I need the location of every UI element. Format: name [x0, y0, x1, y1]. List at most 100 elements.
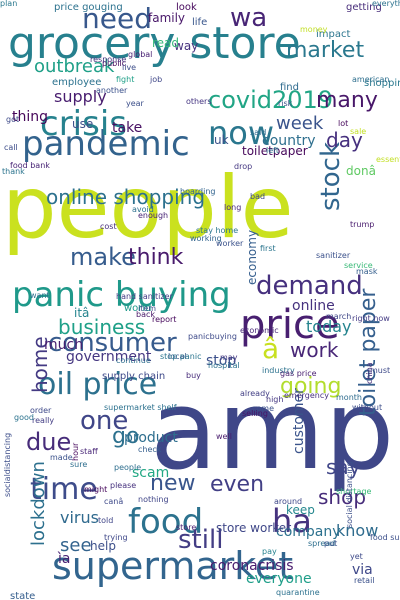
cloud-word: hand sanitizer [116, 292, 173, 301]
cloud-word: risk [278, 99, 293, 108]
cloud-word: look [176, 2, 197, 13]
cloud-word: company [276, 524, 341, 540]
cloud-word: everything [372, 0, 400, 8]
cloud-word: sure [70, 460, 88, 469]
cloud-word: product [124, 430, 178, 446]
cloud-word: economic [240, 326, 279, 335]
cloud-word: around [274, 497, 303, 506]
cloud-word: price gouging [54, 2, 123, 13]
cloud-word: supermarket shelf [104, 403, 177, 412]
cloud-word: oil price [38, 367, 158, 402]
cloud-word: price [240, 302, 340, 348]
cloud-word: enough [138, 211, 169, 220]
cloud-word: stop [206, 353, 237, 369]
cloud-word: country [262, 133, 316, 149]
cloud-word: working [190, 234, 222, 243]
cloud-word: shop [318, 485, 367, 509]
cloud-word: due [26, 428, 72, 456]
cloud-word: already [240, 389, 270, 398]
cloud-word: wa [230, 3, 268, 33]
cloud-word: thing [12, 109, 49, 125]
cloud-word: sale [350, 127, 367, 136]
cloud-word: yet [350, 552, 363, 561]
cloud-word: long [224, 203, 242, 212]
cloud-word: retail [354, 576, 375, 585]
cloud-word: supply [54, 87, 107, 106]
cloud-word: need [82, 2, 152, 35]
cloud-word: even [210, 472, 265, 497]
cloud-word: fight [116, 75, 135, 84]
cloud-word: donâ [346, 164, 376, 178]
cloud-word: grocery store [8, 18, 301, 69]
cloud-word: selling [242, 409, 268, 418]
cloud-word: employee [52, 77, 102, 88]
cloud-word: service [344, 261, 373, 270]
cloud-word: good [14, 413, 34, 422]
cloud-word: everyone [246, 571, 312, 587]
cloud-word: first [260, 244, 276, 253]
cloud-word: outbreak [34, 56, 115, 77]
cloud-word: crisis [40, 104, 127, 144]
cloud-word: sanitizer [316, 251, 351, 260]
cloud-word: avoid [132, 205, 154, 214]
cloud-word: made [50, 453, 73, 462]
cloud-word: trying [104, 533, 128, 542]
cloud-word: demand [256, 271, 363, 301]
cloud-word: amp [150, 366, 395, 494]
cloud-word: think [128, 245, 184, 270]
cloud-word: family [148, 11, 186, 25]
cloud-word: buy [186, 371, 201, 380]
cloud-word: hospital [208, 361, 240, 370]
cloud-word: lot [338, 119, 349, 128]
cloud-word: got [6, 115, 20, 124]
cloud-word: week [276, 113, 324, 134]
cloud-word: store [176, 523, 197, 532]
cloud-word: right now [352, 314, 390, 323]
cloud-word: order [30, 406, 52, 415]
cloud-word: pandemic [22, 124, 190, 164]
cloud-word: may [220, 353, 238, 362]
cloud-word: say [326, 455, 361, 479]
cloud-word: public [102, 59, 127, 68]
cloud-word: market [286, 38, 365, 63]
cloud-word: world [124, 303, 152, 314]
cloud-word: well [216, 432, 232, 441]
cloud-word: quarantine [276, 588, 320, 597]
cloud-word: lockdown [28, 461, 49, 547]
cloud-word: please [110, 481, 137, 490]
cloud-word: staff [80, 447, 98, 456]
cloud-word: social distancing [345, 460, 354, 528]
cloud-word: still [178, 525, 224, 555]
cloud-word: use [72, 117, 94, 131]
cloud-word: people [2, 158, 294, 258]
cloud-word: global [128, 50, 153, 59]
cloud-word: â [262, 332, 280, 365]
cloud-word: day [326, 128, 363, 152]
cloud-word: might [84, 485, 108, 494]
cloud-word: essential [376, 155, 400, 164]
cloud-word: much [44, 337, 84, 353]
cloud-word: emergency [284, 391, 329, 400]
cloud-word: hour [71, 442, 80, 462]
cloud-word: work [290, 338, 339, 362]
cloud-word: bad [250, 192, 266, 201]
cloud-word: store worker [216, 521, 292, 535]
cloud-word: help [90, 539, 116, 553]
cloud-word: time [30, 472, 98, 507]
cloud-word: put [324, 539, 338, 548]
cloud-word: supermarket [52, 544, 294, 588]
cloud-word: stock [316, 142, 346, 211]
cloud-word: way [174, 39, 199, 53]
cloud-word: hoarding [180, 187, 216, 196]
cloud-word: virus [60, 508, 99, 527]
cloud-word: come [252, 404, 275, 413]
cloud-word: coronacrisis [210, 558, 294, 574]
cloud-word: want [30, 291, 50, 300]
cloud-word: shopping [364, 78, 400, 89]
cloud-word: food [128, 502, 204, 542]
cloud-word: stay home [196, 226, 239, 235]
cloud-word: online [292, 298, 335, 314]
cloud-word: money [300, 25, 328, 34]
cloud-word: mask [356, 267, 378, 276]
cloud-word: socialdistancing [3, 432, 12, 497]
